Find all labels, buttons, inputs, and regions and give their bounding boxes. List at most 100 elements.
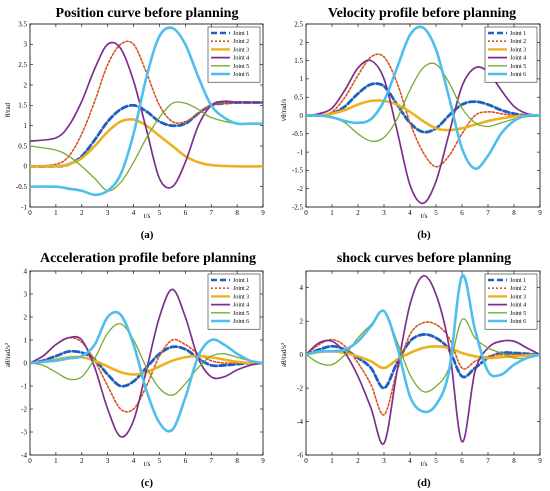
panel-c-series-group (30, 288, 263, 438)
panel-c-ytick-label: 1 (24, 336, 28, 344)
panel-a-legend-label-joint-5: Joint 5 (233, 64, 249, 70)
panel-d-xtick-label: 6 (460, 457, 464, 465)
panel-c-ytick-label: 4 (24, 267, 28, 275)
panel-a-ytick-label: 2 (24, 81, 28, 89)
panel-a-label: (a) (141, 229, 154, 241)
panel-d-ytick-label: 2 (300, 317, 304, 325)
panel-a-ytick-label: 1 (24, 122, 28, 130)
panel-a-series-joint-3 (30, 118, 263, 168)
panel-b-label: (b) (417, 229, 431, 241)
panel-d-ytick-label: 0 (300, 351, 304, 359)
panel-d-xtick-label: 0 (304, 457, 308, 465)
panel-d-plot: 0 1 2 3 4 5 6 7 8 9 -6 -4 -2 0 2 4 Joint 1 Joint 2 Joint 3… (297, 270, 542, 465)
panel-d-label: (d) (417, 477, 431, 489)
panel-d-legend-label-joint-2: Joint 2 (510, 286, 526, 292)
panel-d-ylabel: aθ/rad/s³ (280, 343, 288, 367)
panel-a-xtick-label: 1 (54, 209, 58, 217)
panel-b-ytick-label: -1.5 (292, 167, 304, 175)
panel-b-xtick-label: 9 (538, 209, 542, 217)
panel-c-legend-label-joint-4: Joint 4 (233, 303, 249, 309)
panel-a-legend-label-joint-2: Joint 2 (233, 39, 249, 45)
panel-a-xtick-label: 0 (28, 209, 32, 217)
panel-c-legend-label-joint-3: Joint 3 (233, 294, 249, 300)
panel-c-series-joint-6 (30, 310, 263, 433)
panel-b-xlabel: t/s (421, 212, 428, 220)
panel-b-xtick-label: 0 (304, 209, 308, 217)
panel-b-legend-box (484, 26, 538, 83)
panel-d-legend-label-joint-1: Joint 1 (510, 278, 526, 284)
panel-c-series-joint-4 (30, 288, 263, 438)
panel-b-xtick-label: 7 (486, 209, 490, 217)
panel-c-xtick-label: 4 (132, 457, 136, 465)
panel-b-series-joint-3 (306, 99, 540, 132)
panel-a-legend-label-joint-3: Joint 3 (233, 47, 249, 53)
panel-a-ytick-label: 3 (24, 41, 28, 49)
panel-a: Position curve before planning 0 1 2 3 4 5 6 7 8… (4, 6, 265, 241)
panel-b-series-joint-5 (306, 62, 540, 142)
panel-b-xtick-label: 8 (512, 209, 516, 217)
panel-a-series-joint-6 (30, 26, 263, 197)
panel-c-legend-label-joint-2: Joint 2 (233, 286, 249, 292)
panel-c-xtick-label: 8 (235, 457, 239, 465)
panel-c-xtick-label: 9 (261, 457, 265, 465)
panel-c: Acceleration profile before planning 0 1 2… (4, 251, 265, 489)
panel-b-legend-label-joint-4: Joint 4 (510, 56, 526, 62)
panel-b-series-joint-6 (306, 25, 540, 170)
panel-d-ytick-label: -4 (297, 418, 303, 426)
panel-c-ytick-label: -4 (21, 451, 27, 459)
panel-a-legend: Joint 1 Joint 2 Joint 3 Joint 4 Joint 5 Joint… (207, 26, 261, 83)
panel-b-ytick-label: -0.5 (292, 130, 304, 138)
panel-d-legend: Joint 1 Joint 2 Joint 3 Joint 4 Joint 5 Joint… (484, 273, 538, 330)
panel-b-xtick-label: 5 (434, 209, 438, 217)
panel-d-series-joint-2 (306, 321, 540, 416)
panel-c-xtick-label: 6 (184, 457, 188, 465)
panel-b-xtick-label: 2 (356, 209, 360, 217)
panel-a-series-joint-4 (30, 41, 263, 189)
panel-b-title: Velocity profile before planning (328, 6, 516, 21)
panel-c-xtick-label: 0 (28, 457, 32, 465)
panel-b-ytick-label: 0.5 (294, 94, 303, 102)
panel-c-ytick-label: -2 (21, 405, 27, 413)
panel-d-axes-box (305, 270, 541, 456)
panel-c-xtick-label: 5 (158, 457, 162, 465)
panel-d-xtick-label: 3 (382, 457, 386, 465)
panel-a-xtick-label: 6 (184, 209, 188, 217)
panel-c-legend-label-joint-6: Joint 6 (233, 319, 249, 325)
panel-d-legend-label-joint-4: Joint 4 (510, 303, 526, 309)
panel-b-ytick-label: -2 (297, 185, 303, 193)
panel-a-xtick-label: 9 (261, 209, 265, 217)
panel-d-series-joint-5 (306, 310, 540, 393)
panel-c-series-joint-5 (30, 323, 263, 396)
panel-b-ytick-label: 2 (300, 39, 304, 47)
panel-c-legend-label-joint-5: Joint 5 (233, 311, 249, 317)
panel-b-xtick-label: 4 (408, 209, 412, 217)
panel-a-series-group (30, 26, 263, 197)
panel-a-ytick-label: -1 (21, 203, 27, 211)
panel-c-legend-label-joint-1: Joint 1 (233, 278, 249, 284)
panel-d-legend-label-joint-3: Joint 3 (510, 294, 526, 300)
panel-a-title: Position curve before planning (56, 6, 239, 21)
panel-a-series-joint-2 (30, 40, 263, 168)
panel-a-xlabel: t/s (144, 212, 151, 220)
panel-b-ytick-label: 0 (300, 112, 304, 120)
panel-b-series-joint-1 (306, 82, 540, 134)
panel-b-ytick-label: 1.5 (294, 57, 303, 65)
panel-d-ytick-label: -2 (297, 384, 303, 392)
panel-d-xlabel: t/s (421, 460, 428, 468)
panel-d-legend-label-joint-6: Joint 6 (510, 319, 526, 325)
panel-c-ylabel: aθ/rad/s² (4, 343, 12, 367)
panel-c-ytick-label: 0 (24, 359, 28, 367)
panel-c-xtick-label: 2 (80, 457, 84, 465)
panel-d-title: shock curves before planning (337, 251, 511, 266)
panel-b-ytick-label: 2.5 (294, 20, 303, 28)
panel-b-legend-label-joint-6: Joint 6 (510, 72, 526, 78)
panel-a-axes-box (29, 23, 264, 208)
panel-b-legend-label-joint-1: Joint 1 (510, 31, 526, 37)
panel-b-ytick-label: -1 (297, 148, 303, 156)
panel-a-xtick-label: 3 (106, 209, 110, 217)
panel-a-legend-label-joint-1: Joint 1 (233, 31, 249, 37)
panel-d-xtick-label: 4 (408, 457, 412, 465)
panel-d-series-joint-6 (306, 274, 540, 414)
panel-b-ylabel: vθ/rad/s (280, 99, 288, 122)
